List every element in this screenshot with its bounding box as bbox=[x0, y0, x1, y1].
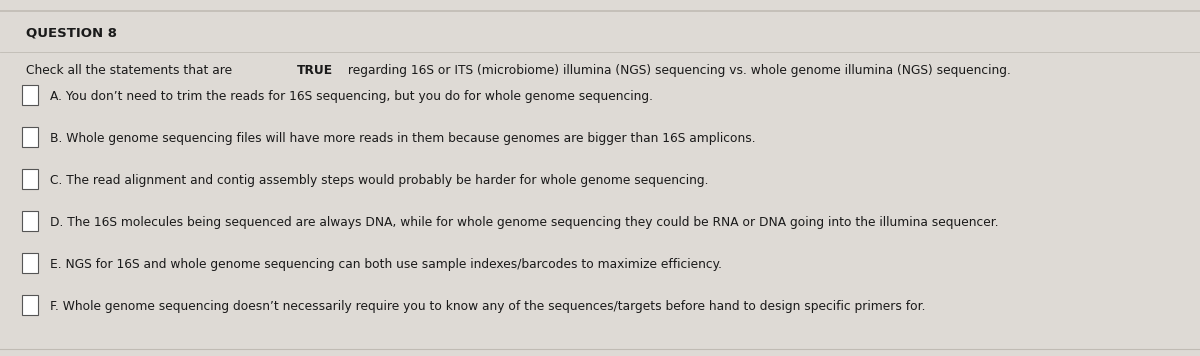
Bar bbox=[22, 169, 38, 189]
Bar bbox=[22, 295, 38, 315]
Text: D. The 16S molecules being sequenced are always DNA, while for whole genome sequ: D. The 16S molecules being sequenced are… bbox=[50, 216, 1000, 229]
Text: A. You don’t need to trim the reads for 16S sequencing, but you do for whole gen: A. You don’t need to trim the reads for … bbox=[50, 90, 653, 103]
Bar bbox=[22, 253, 38, 273]
Text: regarding 16S or ITS (microbiome) illumina (NGS) sequencing vs. whole genome ill: regarding 16S or ITS (microbiome) illumi… bbox=[344, 64, 1010, 77]
Text: F. Whole genome sequencing doesn’t necessarily require you to know any of the se: F. Whole genome sequencing doesn’t neces… bbox=[50, 300, 926, 313]
Text: B. Whole genome sequencing files will have more reads in them because genomes ar: B. Whole genome sequencing files will ha… bbox=[50, 132, 756, 145]
Text: C. The read alignment and contig assembly steps would probably be harder for who: C. The read alignment and contig assembl… bbox=[50, 174, 709, 187]
Bar bbox=[22, 85, 38, 105]
Text: Check all the statements that are: Check all the statements that are bbox=[26, 64, 236, 77]
Bar bbox=[22, 211, 38, 231]
Bar bbox=[22, 127, 38, 147]
Text: E. NGS for 16S and whole genome sequencing can both use sample indexes/barcodes : E. NGS for 16S and whole genome sequenci… bbox=[50, 258, 722, 271]
Text: TRUE: TRUE bbox=[298, 64, 334, 77]
Text: QUESTION 8: QUESTION 8 bbox=[26, 27, 118, 40]
